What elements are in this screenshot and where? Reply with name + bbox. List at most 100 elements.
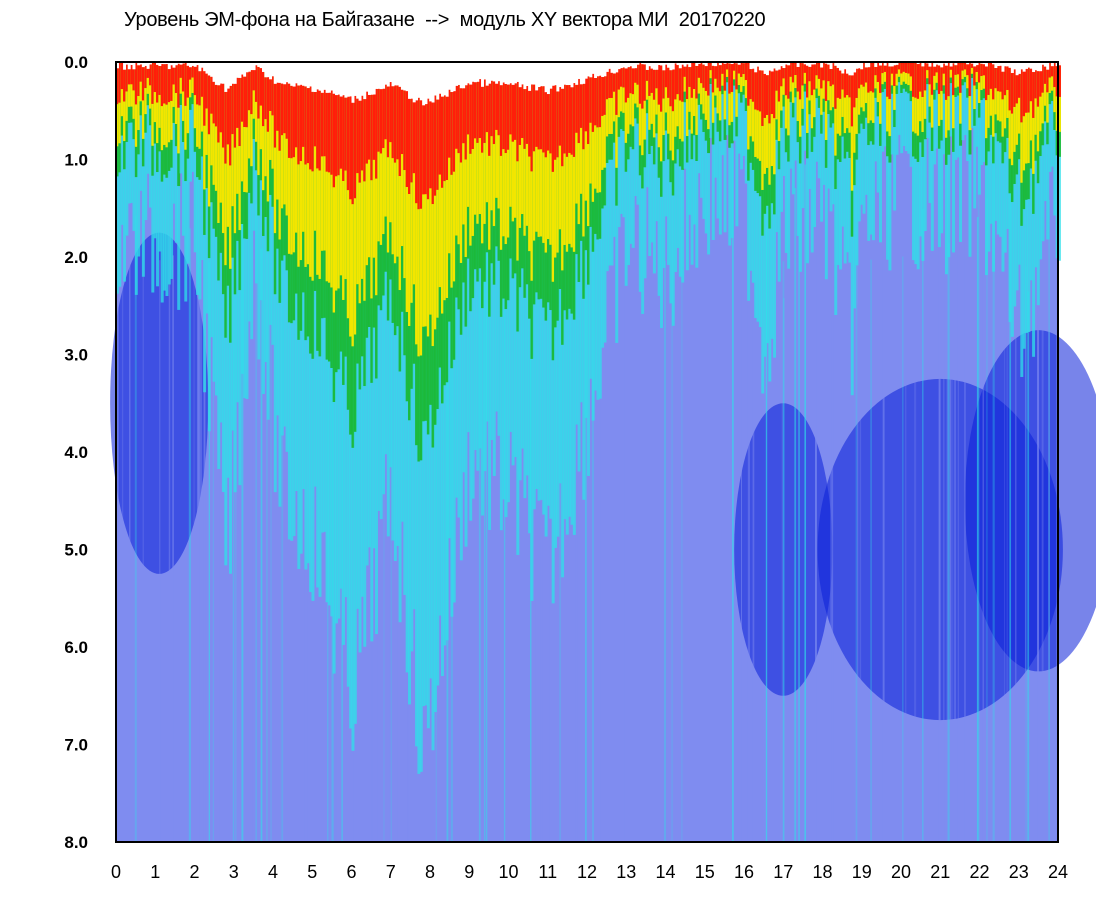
heat-gap (365, 62, 369, 92)
heat-col-red (556, 62, 560, 158)
heat-gap (853, 62, 857, 73)
heat-col-cyan (186, 62, 190, 264)
heat-col-red (306, 62, 310, 164)
heat-col-red (634, 62, 638, 83)
heat-col-red (485, 62, 489, 133)
heat-col-red (513, 62, 517, 140)
heat-col-red (667, 62, 671, 98)
heat-col-red (212, 62, 216, 124)
heat-col-red (671, 62, 675, 112)
heat-col-red (787, 62, 791, 99)
heat-col-red (777, 62, 781, 102)
heat-col-cyan (667, 62, 671, 265)
heat-col-cyan (118, 62, 122, 287)
heat-gap (485, 62, 489, 86)
heat-col-cyan (125, 62, 129, 236)
heat-col-red (445, 62, 449, 180)
heat-col-red (1046, 62, 1050, 93)
heat-col-red (160, 62, 164, 107)
heat-gap (455, 62, 459, 86)
heat-gap (565, 62, 569, 86)
heat-col-cyan (1017, 62, 1021, 265)
heat-gap (893, 62, 897, 66)
heat-col-red (954, 62, 958, 75)
heat-gap (681, 62, 685, 65)
heat-col-red (749, 62, 753, 100)
heat-col-cyan (742, 62, 746, 157)
heat-col-cyan (926, 62, 930, 139)
heat-col-red (570, 62, 574, 155)
heat-gap (415, 62, 419, 101)
heat-col-red (492, 62, 496, 145)
heat-col-cyan (888, 62, 892, 271)
heat-col-red (452, 62, 456, 172)
heat-col-red (1025, 62, 1028, 113)
x-tick-label: 3 (229, 862, 239, 882)
heat-gap (601, 62, 605, 78)
heat-col-red (860, 62, 864, 85)
heat-col-red (702, 62, 706, 88)
heat-col-cyan (789, 62, 793, 169)
heat-col-cyan (733, 62, 736, 141)
heat-col-red (914, 62, 918, 98)
heat-col-red (631, 62, 635, 95)
heat-col-cyan (254, 62, 258, 284)
heat-col-red (462, 62, 466, 144)
heat-gap (1043, 62, 1047, 67)
heat-col-red (718, 62, 722, 92)
heat-col-red (959, 62, 963, 93)
heat-gap (280, 62, 284, 84)
heat-col-red (521, 62, 525, 139)
heat-col-cyan (1048, 62, 1052, 172)
heat-gap (662, 62, 666, 71)
heat-col-red (174, 62, 178, 94)
heat-col-cyan (874, 62, 878, 162)
heat-col-cyan (144, 62, 148, 221)
heat-col-cyan (156, 62, 159, 287)
heat-gap (410, 62, 414, 99)
heat-col-cyan (681, 62, 685, 283)
heat-col-cyan (860, 62, 864, 205)
heat-col-red (961, 62, 965, 71)
heat-gap (513, 62, 517, 84)
heat-col-red (888, 62, 892, 100)
heat-col-red (393, 62, 397, 163)
heat-gap (749, 62, 753, 70)
heat-col-cyan (141, 62, 145, 277)
heat-col-yellow (857, 62, 861, 115)
heat-gap (554, 62, 557, 86)
heat-col-cyan (692, 62, 696, 225)
heat-col-red (1048, 62, 1052, 78)
heat-gap (462, 62, 466, 89)
heat-gap (544, 62, 548, 93)
heat-gap (219, 62, 223, 84)
heat-gap (391, 62, 395, 87)
heat-col-cyan (820, 62, 824, 222)
heat-gap (860, 62, 864, 70)
x-tick-label: 21 (930, 862, 950, 882)
heat-col-red (177, 62, 181, 108)
heat-col-red (120, 62, 124, 90)
heat-col-cyan (139, 62, 143, 191)
heat-gap (297, 62, 301, 86)
heat-col-red (829, 62, 833, 87)
heat-gap (356, 62, 360, 99)
heat-gap (316, 62, 320, 90)
heat-gap (193, 62, 197, 67)
heat-col-cyan (645, 62, 649, 188)
heat-col-red (1020, 62, 1024, 123)
heat-col-red (676, 62, 680, 95)
heat-gap (836, 62, 840, 68)
heat-gap (928, 62, 932, 67)
heat-col-red (1036, 62, 1040, 107)
y-tick-label: 2.0 (64, 248, 88, 267)
heat-col-red (144, 62, 148, 89)
heat-col-cyan (810, 62, 814, 253)
heat-col-red (831, 62, 835, 85)
heat-gap (660, 62, 663, 66)
heat-col-red (678, 62, 682, 101)
heat-gap (186, 62, 190, 66)
heat-gap (782, 62, 786, 69)
heat-col-red (751, 62, 755, 102)
heat-gap (412, 62, 416, 103)
